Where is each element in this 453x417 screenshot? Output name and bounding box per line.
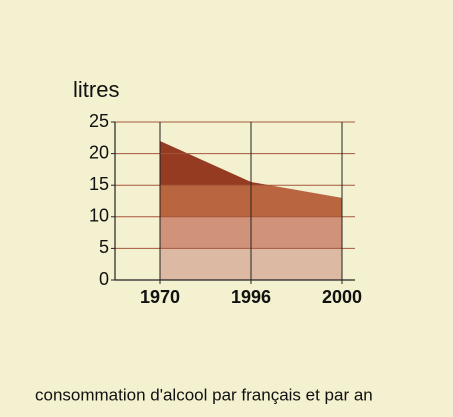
y-tick-label: 25 — [89, 111, 109, 131]
y-tick-label: 15 — [89, 174, 109, 194]
y-tick-label: 0 — [99, 269, 109, 289]
x-tick-label: 1996 — [231, 287, 271, 307]
y-axis-label: litres — [73, 77, 119, 102]
y-tick-label: 10 — [89, 206, 109, 226]
y-tick-label: 5 — [99, 237, 109, 257]
chart-title: consommation d'alcool par français et pa… — [35, 385, 373, 404]
x-tick-label: 2000 — [322, 287, 362, 307]
y-tick-label: 20 — [89, 142, 109, 162]
x-tick-label: 1970 — [140, 287, 180, 307]
